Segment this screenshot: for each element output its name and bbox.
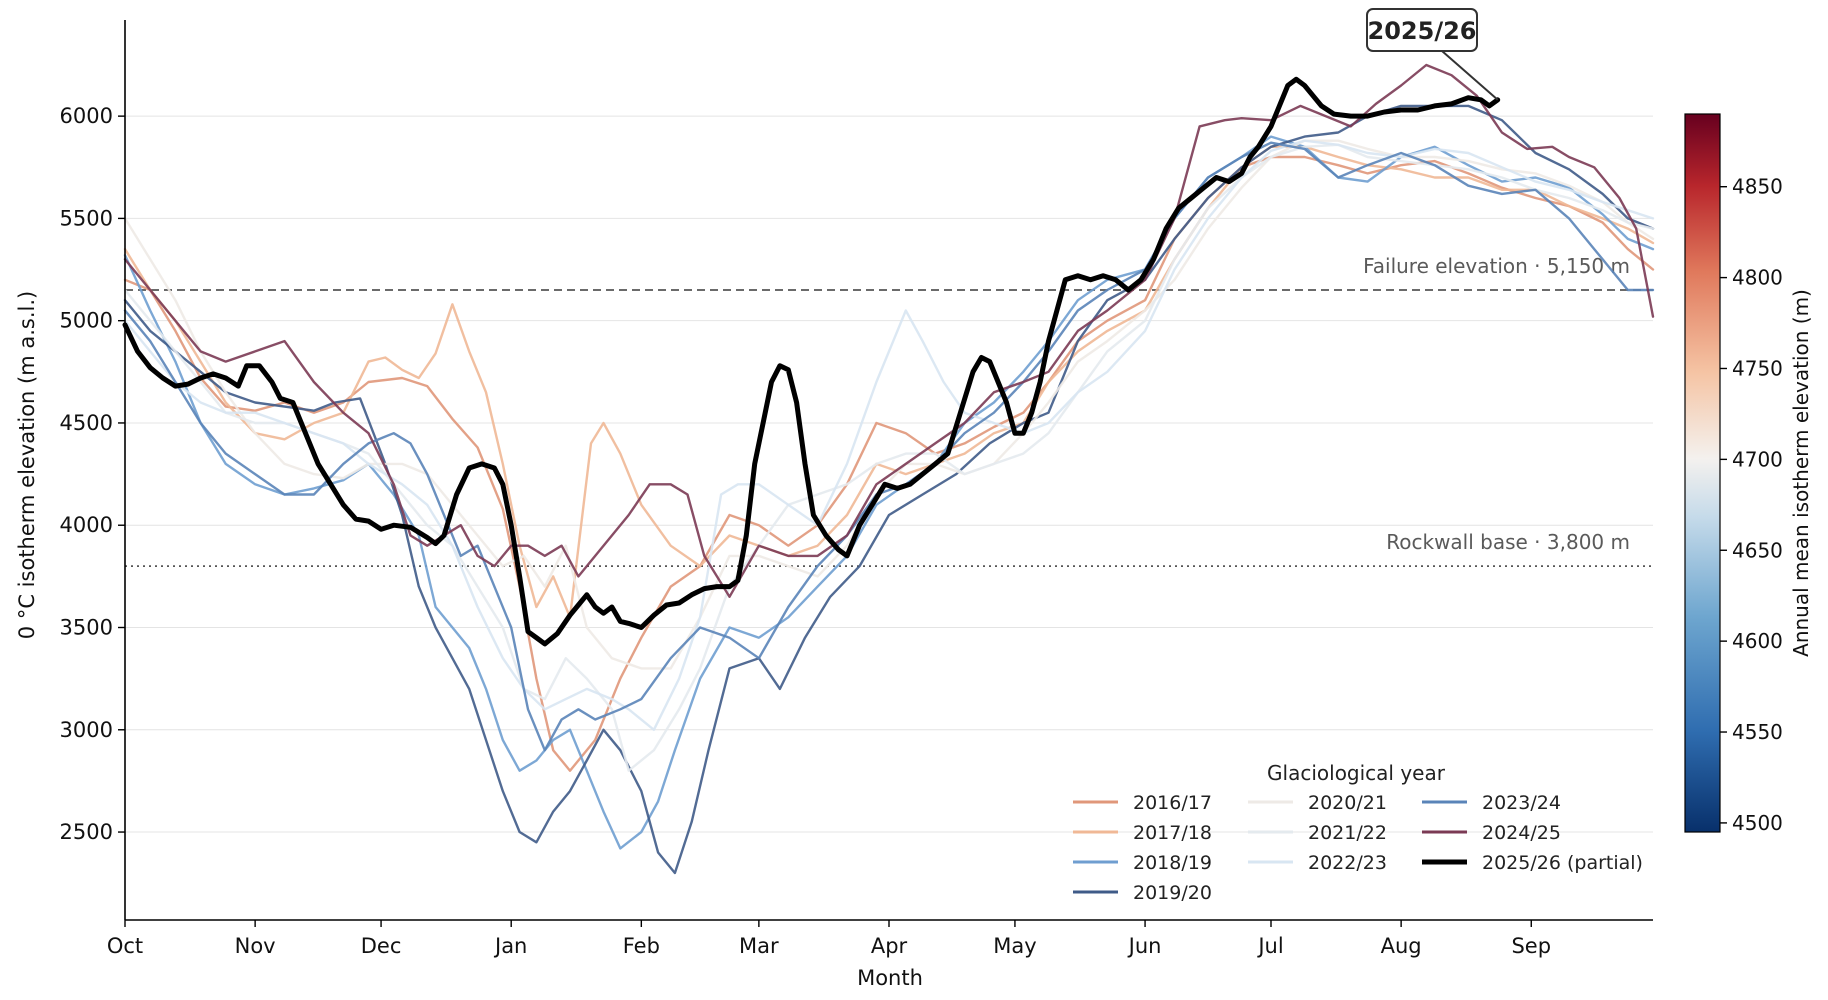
colorbar-tick-label: 4750 — [1732, 356, 1783, 380]
y-tick-label: 5500 — [60, 206, 113, 230]
legend-label: 2017/18 — [1133, 822, 1212, 844]
legend-label: 2021/22 — [1308, 822, 1387, 844]
y-tick-label: 3000 — [60, 718, 113, 742]
legend-label: 2025/26 (partial) — [1482, 852, 1643, 874]
x-tick-label: Sep — [1511, 934, 1551, 958]
x-tick-label: May — [993, 934, 1036, 958]
y-tick-label: 6000 — [60, 104, 113, 128]
colorbar-tick-label: 4700 — [1732, 447, 1783, 471]
x-tick-label: Mar — [739, 934, 779, 958]
legend-label: 2018/19 — [1133, 852, 1212, 874]
x-tick-label: Jun — [1127, 934, 1162, 958]
annotation-label: 2025/26 — [1368, 17, 1477, 45]
series-line — [122, 76, 1501, 647]
y-tick-label: 3500 — [60, 616, 113, 640]
legend-label: 2023/24 — [1482, 792, 1561, 814]
x-tick-label: Aug — [1381, 934, 1422, 958]
annotation-layer: 2025/26 — [1366, 8, 1499, 101]
colorbar-tick-label: 4600 — [1732, 629, 1783, 653]
colorbar-tick-label: 4500 — [1732, 811, 1783, 835]
x-tick-label: Oct — [107, 934, 143, 958]
legend-label: 2019/20 — [1133, 882, 1212, 904]
y-tick-label: 2500 — [60, 820, 113, 844]
colorbar-gradient — [1684, 113, 1721, 833]
axes-layer: 2500 3000 3500 4000 4500 5000 5500 6000 Oct Nov De… — [15, 20, 1653, 990]
reference-line-label: Rockwall base · 3,800 m — [1386, 530, 1630, 554]
series-line — [123, 135, 1655, 850]
x-tick-label: Apr — [871, 934, 908, 958]
colorbar-label: Annual mean isotherm elevation (m) — [1789, 289, 1813, 657]
x-tick-label: Nov — [235, 934, 276, 958]
y-tick-label: 5000 — [60, 309, 113, 333]
annotation-arrow — [1441, 50, 1499, 101]
series-line — [123, 139, 1655, 731]
x-tick-label: Jul — [1256, 934, 1283, 958]
reference-line-label: Failure elevation · 5,150 m — [1363, 254, 1630, 278]
series-line — [123, 155, 1655, 772]
x-tick-label: Feb — [623, 934, 660, 958]
legend-label: 2024/25 — [1482, 822, 1561, 844]
colorbar-tick-label: 4800 — [1732, 266, 1783, 290]
series-line — [123, 143, 1655, 772]
series-line — [123, 63, 1655, 598]
colorbar-tick-label: 4850 — [1732, 175, 1783, 199]
x-tick-label: Dec — [361, 934, 402, 958]
colorbar-tick-label: 4650 — [1732, 538, 1783, 562]
y-tick-label: 4500 — [60, 411, 113, 435]
series-line — [123, 141, 1655, 752]
x-tick-label: Jan — [493, 934, 527, 958]
y-tick-label: 4000 — [60, 513, 113, 537]
legend: Glaciological year 2016/17 2017/18 2018/19 2… — [1073, 761, 1643, 904]
y-axis-label: 0 °C isotherm elevation (m a.s.l.) — [15, 291, 39, 639]
grid-layer — [125, 115, 1653, 833]
legend-label: 2020/21 — [1308, 792, 1387, 814]
series-line — [123, 139, 1655, 670]
legend-label: 2016/17 — [1133, 792, 1212, 814]
annotation-box — [1366, 8, 1478, 52]
colorbar-tick-label: 4550 — [1732, 720, 1783, 744]
legend-label: 2022/23 — [1308, 852, 1387, 874]
x-axis-label: Month — [857, 966, 923, 990]
colorbar: 4500 4550 4600 4650 4700 4750 4800 4850 Annual m… — [1684, 113, 1813, 835]
series-layer — [122, 63, 1655, 875]
reference-lines: Failure elevation · 5,150 m Rockwall base… — [125, 254, 1653, 568]
legend-title: Glaciological year — [1267, 761, 1446, 785]
